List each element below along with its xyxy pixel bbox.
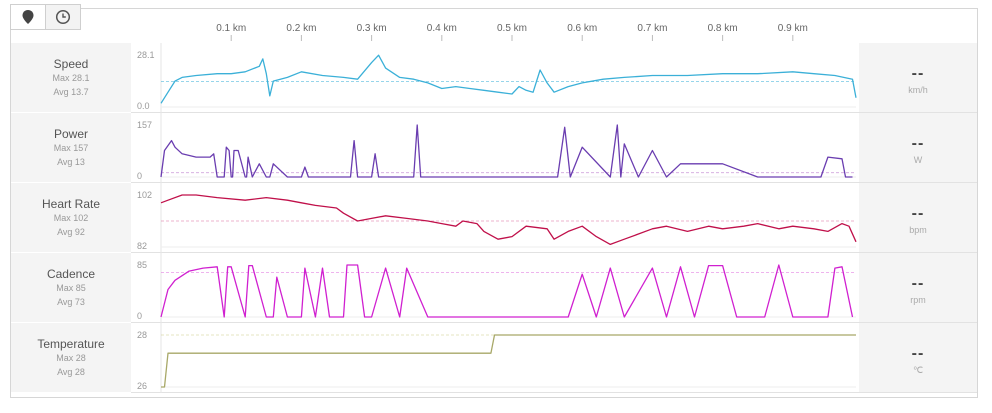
x-tick-label: 0.1 km xyxy=(216,23,246,34)
x-tick-label: 0.9 km xyxy=(778,23,808,34)
metric-avg: Avg 28 xyxy=(57,367,85,377)
location-pin-icon xyxy=(22,10,34,24)
y-max-label: 85 xyxy=(137,260,147,270)
y-min-label: 82 xyxy=(137,241,147,251)
metric-max: Max 102 xyxy=(53,213,89,223)
metric-avg: Avg 92 xyxy=(57,227,85,237)
panel-current-0: -- km/h xyxy=(859,43,977,112)
current-unit: km/h xyxy=(908,85,928,95)
panel-label-0: Speed Max 28.1 Avg 13.7 xyxy=(11,43,131,112)
plot-2[interactable]: 102 82 xyxy=(11,183,977,253)
x-tick-label: 0.6 km xyxy=(567,23,597,34)
metric-name: Speed xyxy=(53,57,89,71)
current-unit: W xyxy=(913,155,923,165)
clock-icon xyxy=(55,9,71,25)
chart-toolbar xyxy=(10,4,81,30)
metric-name: Power xyxy=(53,127,88,141)
y-max-label: 28 xyxy=(137,330,147,340)
panel-current-2: -- bpm xyxy=(859,183,977,252)
metric-max: Max 28.1 xyxy=(52,73,90,83)
y-min-label: 0.0 xyxy=(137,101,150,111)
metric-avg: Avg 13.7 xyxy=(53,87,89,97)
metric-name: Cadence xyxy=(46,267,96,281)
current-value: -- xyxy=(911,345,925,362)
metric-max: Max 28 xyxy=(56,353,86,363)
plot-0[interactable]: 28.1 0.0 xyxy=(11,43,977,113)
x-tick-label: 0.7 km xyxy=(637,23,667,34)
series-line xyxy=(160,194,857,246)
panel-label-2: Heart Rate Max 102 Avg 92 xyxy=(11,183,131,252)
plot-3[interactable]: 85 0 xyxy=(11,253,977,323)
current-value: -- xyxy=(911,135,925,152)
current-unit: ℃ xyxy=(912,365,924,375)
current-value: -- xyxy=(911,275,925,292)
y-min-label: 0 xyxy=(137,311,142,321)
series-line xyxy=(160,54,857,104)
current-value: -- xyxy=(911,205,925,222)
metric-avg: Avg 13 xyxy=(57,157,85,167)
metric-name: Heart Rate xyxy=(41,197,101,211)
panel-current-4: -- ℃ xyxy=(859,323,977,392)
panel-current-1: -- W xyxy=(859,113,977,182)
panel-label-3: Cadence Max 85 Avg 73 xyxy=(11,253,131,322)
panel-label-4: Temperature Max 28 Avg 28 xyxy=(11,323,131,392)
panel-current-3: -- rpm xyxy=(859,253,977,322)
metric-name: Temperature xyxy=(37,337,105,351)
series-line xyxy=(160,264,854,318)
metric-max: Max 157 xyxy=(53,143,89,153)
x-tick-label: 0.4 km xyxy=(427,23,457,34)
series-line xyxy=(161,334,856,388)
y-min-label: 26 xyxy=(137,381,147,391)
y-max-label: 102 xyxy=(137,190,152,200)
current-unit: bpm xyxy=(909,225,927,235)
x-tick-label: 0.8 km xyxy=(708,23,738,34)
series-line xyxy=(160,124,853,178)
x-tick-label: 0.5 km xyxy=(497,23,527,34)
y-max-label: 157 xyxy=(137,120,152,130)
current-unit: rpm xyxy=(910,295,926,305)
y-min-label: 0 xyxy=(137,171,142,181)
metric-avg: Avg 73 xyxy=(57,297,85,307)
time-mode-button[interactable] xyxy=(46,4,81,30)
y-max-label: 28.1 xyxy=(137,50,155,60)
metric-max: Max 85 xyxy=(56,283,86,293)
current-value: -- xyxy=(911,65,925,82)
x-axis: 0.1 km 0.2 km 0.3 km 0.4 km 0.5 km 0.6 km 0.7 … xyxy=(216,23,808,41)
panel-label-1: Power Max 157 Avg 13 xyxy=(11,113,131,182)
distance-mode-button[interactable] xyxy=(10,4,46,30)
x-tick-label: 0.3 km xyxy=(357,23,387,34)
plot-4[interactable]: 28 26 xyxy=(11,323,977,393)
x-tick-label: 0.2 km xyxy=(286,23,316,34)
activity-chart-panel: 0.1 km 0.2 km 0.3 km 0.4 km 0.5 km 0.6 km 0.7 … xyxy=(10,8,978,398)
